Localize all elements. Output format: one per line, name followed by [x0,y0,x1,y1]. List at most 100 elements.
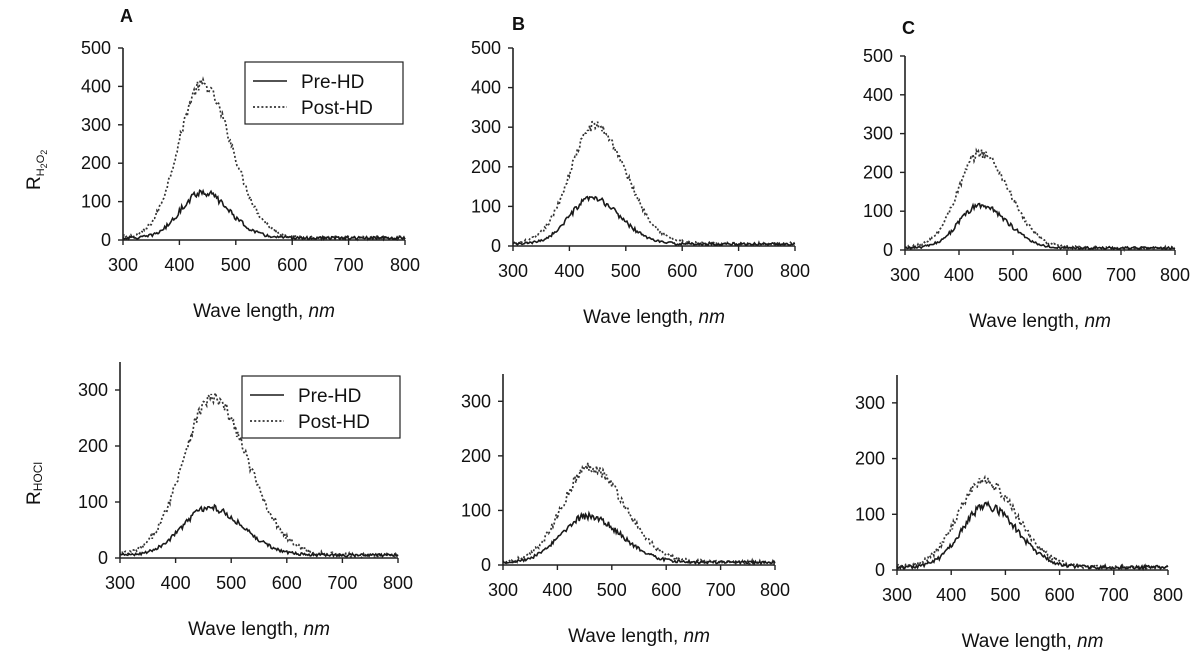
x-tick-label: 700 [1106,265,1136,285]
x-axis-label: Wave length, nm [193,301,335,322]
legend-label-post-hd: Post-HD [301,98,373,119]
x-tick-label: 600 [651,580,681,600]
x-tick-label: 300 [105,573,135,593]
y-tick-label: 200 [81,153,111,173]
x-tick-label: 300 [890,265,920,285]
plot-hocl-c: 300 400 500 600 700 800 0 100 200 300 Wave length,… [855,375,1183,652]
series-line-post-hd [896,474,1169,571]
plot-hocl-b: 300 400 500 600 700 800 0 100 200 300 Wave length,… [461,374,790,647]
legend: Pre-HD Post-HD [244,61,404,125]
series-line-pre-hd [119,503,399,558]
series-line-pre-hd [896,500,1169,571]
y-tick-label: 0 [98,548,108,568]
x-tick-label: 700 [327,573,357,593]
panel-letter-b: B [512,14,525,34]
y-tick-label: 300 [461,391,491,411]
panel-letter-a: A [120,6,133,26]
x-axis-label: Wave length, nm [568,626,710,647]
y-tick-label: 100 [78,492,108,512]
plot-hocl-a: 300 400 500 600 700 800 0 100 200 300 Wave length,… [78,362,413,640]
x-tick-label: 700 [334,255,364,275]
y-tick-label: 400 [863,85,893,105]
series-line-post-hd [512,120,796,248]
y-tick-label: 100 [855,504,885,524]
y-tick-label: 300 [81,115,111,135]
plot-h2o2-a: 300 400 500 600 700 800 0 100 200 300 400 500 Wave l… [81,38,420,322]
x-tick-label: 400 [161,573,191,593]
row-label-h2o2: RH2O2 [24,150,49,190]
x-tick-label: 600 [272,573,302,593]
y-tick-label: 300 [863,124,893,144]
series-line-post-hd [119,389,399,560]
y-tick-label: 300 [855,393,885,413]
x-tick-label: 500 [597,580,627,600]
y-tick-label: 100 [471,196,501,216]
row-label-hocl: RHOCl [24,462,45,505]
x-tick-label: 300 [488,580,518,600]
x-tick-label: 800 [383,573,413,593]
y-tick-label: 100 [863,201,893,221]
y-tick-label: 200 [471,157,501,177]
y-tick-label: 500 [471,38,501,58]
x-tick-label: 800 [390,255,420,275]
y-tick-label: 0 [101,230,111,250]
y-tick-label: 0 [875,560,885,580]
series-line-post-hd [904,147,1176,253]
y-tick-label: 200 [863,162,893,182]
y-tick-label: 300 [471,117,501,137]
x-tick-label: 500 [611,261,641,281]
y-tick-label: 0 [491,236,501,256]
x-tick-label: 500 [221,255,251,275]
y-tick-label: 200 [78,436,108,456]
legend-box [241,375,401,439]
x-tick-label: 400 [936,585,966,605]
x-tick-label: 400 [554,261,584,281]
panel-letter-c: C [902,18,915,38]
x-axis-label: Wave length, nm [969,311,1111,332]
x-tick-label: 500 [998,265,1028,285]
x-tick-label: 800 [760,580,790,600]
x-tick-label: 400 [542,580,572,600]
x-tick-label: 700 [1099,585,1129,605]
plot-h2o2-b: 300 400 500 600 700 800 0 100 200 300 400 500 Wave l… [471,38,810,328]
y-tick-label: 0 [883,240,893,260]
x-tick-label: 400 [944,265,974,285]
x-tick-label: 800 [780,261,810,281]
plot-h2o2-c: 300 400 500 600 700 800 0 100 200 300 400 500 Wave l… [863,46,1190,332]
y-tick-label: 200 [461,446,491,466]
legend: Pre-HD Post-HD [241,375,401,439]
x-tick-label: 800 [1160,265,1190,285]
legend-label-pre-hd: Pre-HD [301,72,364,93]
x-tick-label: 600 [277,255,307,275]
series-line-pre-hd [904,202,1176,251]
legend-label-pre-hd: Pre-HD [298,386,361,407]
series-line-pre-hd [512,195,795,247]
legend-box [244,61,404,125]
x-tick-label: 300 [882,585,912,605]
y-tick-label: 0 [481,555,491,575]
x-tick-label: 500 [216,573,246,593]
x-tick-label: 600 [667,261,697,281]
x-axis-label: Wave length, nm [583,307,725,328]
x-tick-label: 500 [990,585,1020,605]
y-tick-label: 100 [81,192,111,212]
y-tick-label: 500 [81,38,111,58]
x-tick-label: 800 [1153,585,1183,605]
y-tick-label: 400 [471,78,501,98]
x-tick-label: 700 [724,261,754,281]
y-tick-label: 200 [855,449,885,469]
y-tick-label: 300 [78,380,108,400]
svg-text:RHOCl: RHOCl [24,462,45,505]
legend-label-post-hd: Post-HD [298,412,370,433]
x-tick-label: 300 [108,255,138,275]
series-line-pre-hd [122,188,406,242]
plots: 300 400 500 600 700 800 0 100 200 300 400 500 Wave l… [78,38,1190,652]
x-tick-label: 700 [706,580,736,600]
x-tick-label: 600 [1045,585,1075,605]
x-tick-label: 300 [498,261,528,281]
x-tick-label: 400 [164,255,194,275]
svg-text:RH2O2: RH2O2 [24,150,49,190]
y-tick-label: 100 [461,500,491,520]
x-axis-label: Wave length, nm [962,631,1104,652]
